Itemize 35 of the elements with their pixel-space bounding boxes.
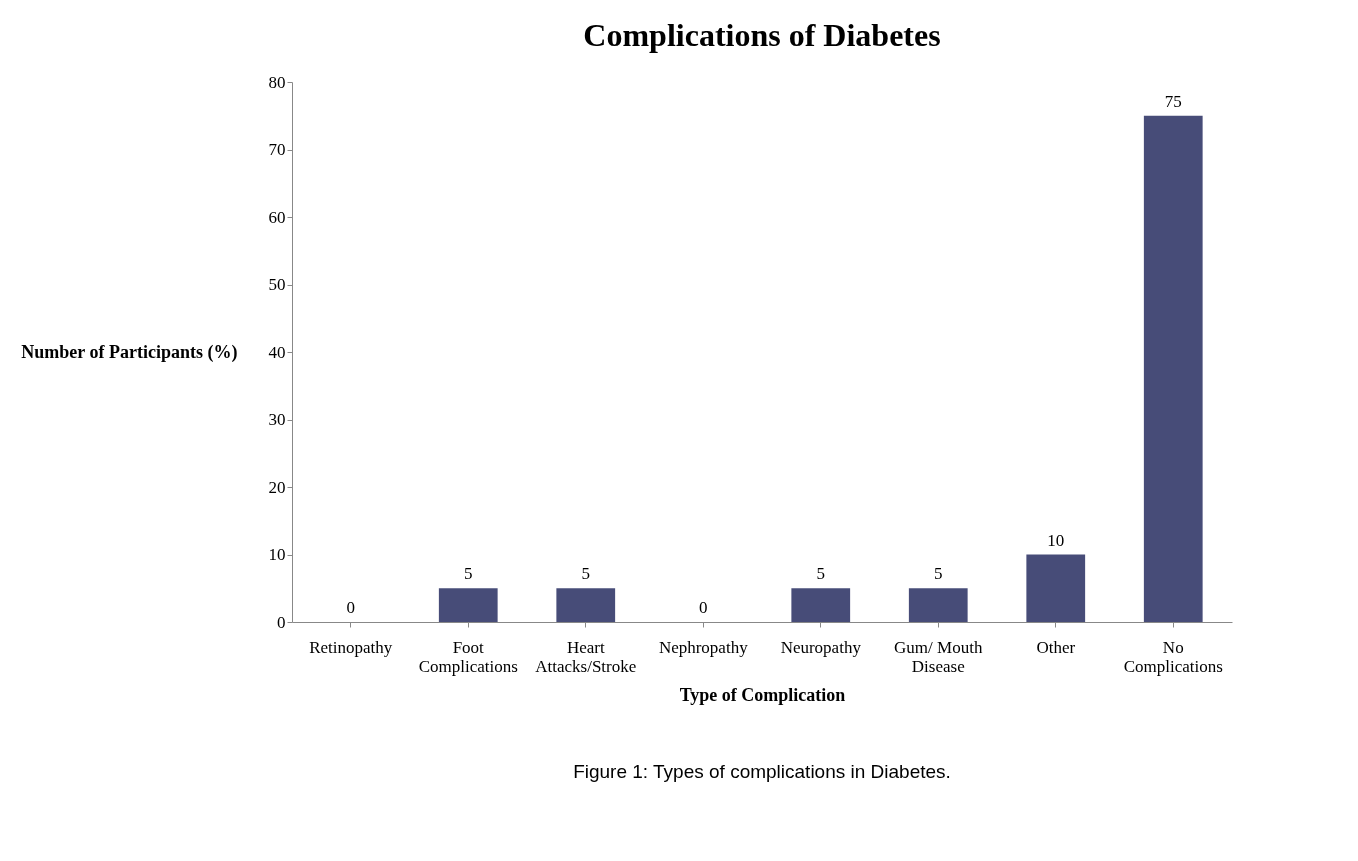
y-tick-label: 80	[268, 72, 286, 92]
caption: Figure 1: Types of complications in Diabetes.	[573, 761, 951, 782]
y-tick-label: 0	[277, 612, 286, 632]
x-tick-label: Heart Attacks/Stroke	[535, 637, 637, 676]
data-label: 5	[464, 564, 473, 584]
bar	[1026, 554, 1086, 622]
data-label: 5	[816, 564, 825, 584]
data-label: 5	[581, 564, 590, 584]
data-label: 0	[346, 598, 355, 617]
data-label: 0	[699, 598, 708, 617]
x-tick-label: Retinopathy	[309, 637, 393, 657]
x-tick-label: No Complications	[1123, 637, 1223, 676]
data-label: 75	[1164, 91, 1182, 111]
bar	[1143, 115, 1203, 622]
bar	[438, 588, 498, 622]
x-tick-label: Foot Complications	[418, 637, 518, 676]
x-tick-label: Neuropathy	[780, 637, 862, 657]
x-tick-label: Gum/ Mouth Disease	[894, 637, 983, 676]
x-tick-label: Other	[1036, 637, 1076, 657]
y-tick-label: 30	[268, 410, 286, 429]
data-label: 10	[1047, 530, 1065, 550]
y-tick-label: 70	[268, 140, 286, 159]
y-tick-label: 40	[268, 342, 286, 362]
x-axis-title: Type of Complication	[679, 684, 846, 705]
bar	[908, 588, 968, 622]
y-axis-title: Number of Participants (%)	[21, 341, 238, 363]
y-tick-label: 60	[268, 207, 286, 227]
x-tick-label: Nephropathy	[658, 637, 749, 657]
bar	[791, 588, 851, 622]
bar	[556, 588, 616, 622]
y-tick-label: 20	[268, 477, 286, 497]
data-label: 5	[934, 564, 943, 584]
y-tick-label: 10	[268, 545, 286, 564]
chart-title: Complications of Diabetes	[583, 17, 941, 53]
y-tick-label: 50	[268, 275, 286, 294]
